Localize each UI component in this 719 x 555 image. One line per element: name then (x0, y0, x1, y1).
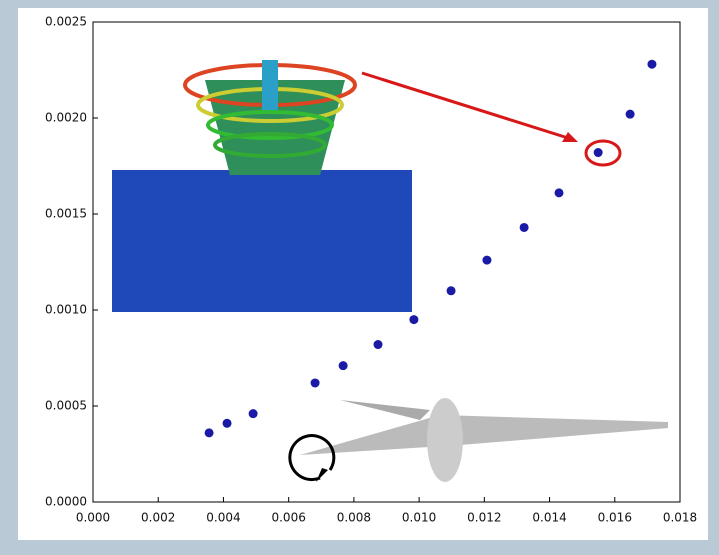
point (593, 148, 603, 158)
x-tick-label: 0.008 (337, 511, 371, 525)
x-tick-label: 0.014 (532, 511, 566, 525)
point (409, 315, 419, 325)
point (647, 59, 657, 69)
point (519, 222, 529, 232)
point (222, 418, 232, 428)
x-tick-label: 0.016 (598, 511, 632, 525)
y-tick-label: 0.0025 (45, 15, 87, 29)
y-tick-label: 0.0015 (45, 207, 87, 221)
point (625, 109, 635, 119)
blade-image (288, 398, 668, 482)
point (482, 255, 492, 265)
plot-box (92, 21, 681, 503)
y-tick-label: 0.0020 (45, 111, 87, 125)
point (373, 340, 383, 350)
x-tick-label: 0.010 (402, 511, 436, 525)
point (554, 188, 564, 198)
point (446, 286, 456, 296)
point (338, 361, 348, 371)
x-tick-label: 0.002 (141, 511, 175, 525)
annotation (361, 71, 622, 167)
x-tick-label: 0.004 (206, 511, 240, 525)
x-tick-label: 0.000 (76, 511, 110, 525)
point (310, 378, 320, 388)
x-tick-label: 0.012 (467, 511, 501, 525)
point (204, 428, 214, 438)
vortex-image (112, 60, 412, 312)
point (248, 409, 258, 419)
x-tick-label: 0.006 (271, 511, 305, 525)
y-tick-label: 0.0010 (45, 303, 87, 317)
y-tick-label: 0.0000 (45, 495, 87, 509)
y-tick-label: 0.0005 (45, 399, 87, 413)
x-tick-label: 0.018 (663, 511, 697, 525)
